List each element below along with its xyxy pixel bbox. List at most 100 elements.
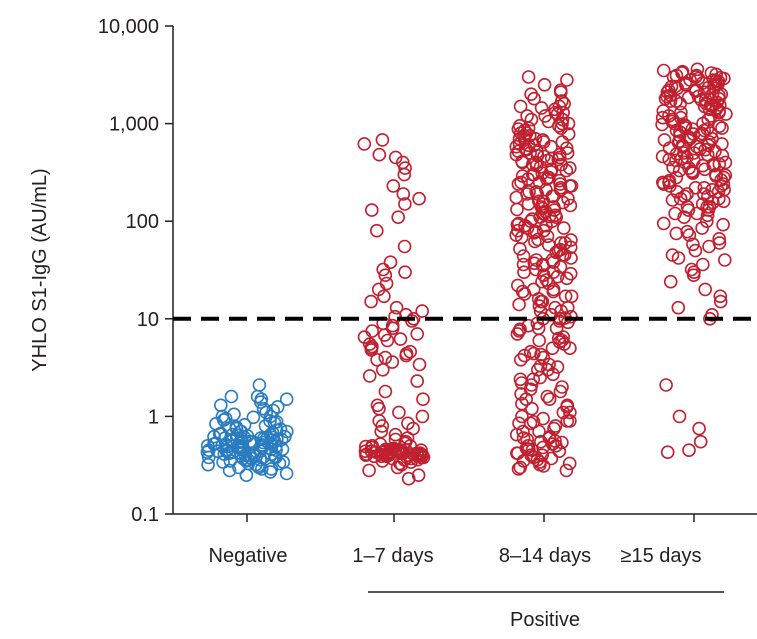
data-point — [692, 421, 706, 436]
data-point — [530, 187, 545, 201]
data-point — [386, 179, 401, 193]
data-point — [671, 251, 686, 265]
data-point — [713, 294, 728, 309]
data-point — [678, 78, 693, 92]
data-point — [531, 321, 546, 336]
data-point — [713, 289, 728, 304]
data-point — [517, 348, 532, 363]
data-point — [555, 333, 569, 348]
data-point — [697, 181, 712, 195]
data-point — [715, 121, 729, 135]
data-point — [369, 223, 384, 238]
data-point — [680, 200, 695, 214]
data-point — [526, 346, 541, 361]
data-point — [549, 245, 564, 260]
data-point — [699, 214, 714, 228]
data-point — [510, 202, 524, 217]
data-point — [544, 451, 559, 466]
data-point — [513, 322, 527, 337]
data-point — [275, 442, 290, 457]
data-point — [385, 321, 400, 336]
data-point — [253, 395, 268, 409]
data-point — [527, 91, 541, 106]
x-tick-label: 8–14 days — [499, 545, 591, 567]
data-point — [268, 450, 283, 465]
y-tick-label: 100 — [126, 211, 159, 233]
data-point — [686, 237, 700, 252]
data-point — [530, 148, 545, 163]
data-point — [678, 119, 693, 133]
data-point — [509, 139, 524, 154]
data-point — [672, 129, 687, 143]
data-point — [533, 210, 547, 224]
data-point — [527, 256, 542, 271]
data-point — [706, 195, 720, 210]
data-point — [521, 197, 536, 211]
data-point — [672, 163, 687, 178]
data-point — [513, 352, 528, 367]
data-point — [405, 314, 419, 328]
data-point — [516, 249, 531, 263]
data-point — [556, 221, 571, 235]
data-point — [524, 112, 539, 127]
data-point — [556, 195, 570, 210]
data-point — [553, 384, 568, 399]
x-tick-label: ≥15 days — [620, 545, 701, 567]
data-point — [671, 300, 686, 315]
data-point — [521, 172, 535, 186]
data-point — [279, 424, 294, 439]
data-point — [416, 392, 430, 407]
data-points — [200, 62, 733, 486]
data-point — [525, 401, 539, 416]
data-point — [252, 378, 267, 392]
data-point — [535, 206, 550, 221]
data-point — [672, 409, 687, 424]
data-point — [201, 457, 215, 472]
data-point — [510, 217, 525, 232]
data-point — [537, 78, 552, 92]
data-point — [370, 352, 384, 367]
data-point — [525, 167, 540, 182]
data-point — [680, 224, 695, 239]
data-point — [655, 110, 670, 125]
data-point — [549, 438, 563, 453]
data-point — [263, 427, 278, 442]
y-tick-label: 1,000 — [109, 114, 159, 136]
data-point — [239, 468, 254, 483]
data-point — [657, 133, 672, 147]
data-point — [521, 70, 536, 84]
data-point — [673, 96, 688, 111]
data-point — [668, 206, 682, 221]
x-ticks: Negative 1–7 days 8–14 days ≥15 days — [209, 514, 702, 567]
data-point — [663, 274, 678, 289]
data-point — [389, 300, 404, 315]
data-point — [397, 167, 412, 182]
data-point — [259, 405, 274, 420]
data-point — [516, 424, 530, 439]
data-point — [526, 414, 541, 429]
data-point — [399, 348, 414, 363]
data-point — [682, 443, 696, 458]
data-point — [655, 149, 670, 164]
data-point — [375, 133, 390, 147]
data-point — [517, 133, 532, 147]
data-point — [385, 355, 400, 369]
data-point — [529, 224, 543, 239]
data-point — [397, 239, 412, 254]
y-tick-label: 10 — [137, 309, 159, 331]
data-point — [563, 198, 578, 213]
data-point — [690, 139, 704, 154]
data-point — [232, 435, 247, 450]
data-point — [563, 414, 577, 428]
data-point — [513, 242, 527, 256]
data-point — [383, 255, 398, 270]
data-point — [380, 333, 395, 348]
data-point — [270, 400, 285, 414]
data-point — [554, 94, 569, 108]
data-point — [553, 177, 568, 191]
data-point — [682, 161, 696, 175]
data-point — [415, 304, 430, 318]
data-point — [716, 177, 731, 191]
data-point — [549, 210, 564, 224]
